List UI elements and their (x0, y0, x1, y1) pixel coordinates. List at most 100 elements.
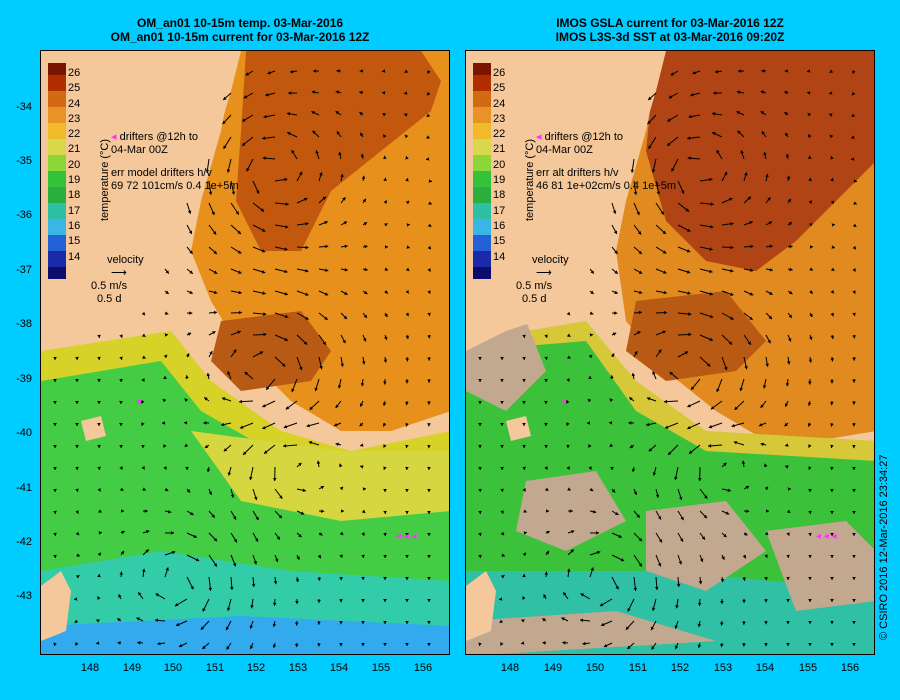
current-arrowhead (667, 142, 671, 146)
current-arrowhead (382, 402, 387, 406)
current-arrowhead (852, 91, 856, 96)
current-arrowhead (186, 489, 191, 493)
current-arrowhead (75, 466, 79, 470)
current-arrowhead (830, 444, 834, 449)
current-arrowhead (97, 356, 101, 360)
cbar-tick: 16 (493, 219, 506, 232)
current-arrowhead (852, 245, 856, 250)
current-arrowhead (75, 531, 80, 536)
current-arrowhead (75, 400, 79, 404)
current-arrowhead (522, 466, 526, 470)
current-arrowhead (118, 594, 122, 598)
current-arrowhead (710, 202, 714, 206)
current-arrowhead (185, 375, 189, 379)
current-arrowhead (427, 268, 431, 272)
current-arrowhead (299, 171, 303, 176)
x-tick-label: 149 (122, 662, 142, 674)
current-arrowhead (404, 113, 408, 117)
current-arrowhead (227, 371, 231, 375)
current-arrowhead (208, 587, 213, 591)
current-arrowhead (615, 585, 619, 590)
current-arrowhead (830, 510, 834, 514)
current-arrowhead (615, 511, 619, 515)
drifter-marker-icon: ◂ ◂ ◂ (396, 531, 417, 542)
current-arrowhead (243, 95, 248, 99)
velocity-title: velocity (107, 254, 144, 266)
current-arrowhead (343, 221, 348, 225)
current-arrowhead (830, 178, 834, 182)
current-arrowhead (164, 333, 168, 337)
current-arrowhead (428, 179, 432, 183)
current-arrowhead (306, 423, 310, 428)
current-arrowhead (544, 334, 548, 338)
current-arrowhead (427, 312, 431, 316)
current-arrowhead (734, 406, 738, 410)
current-arrowhead (340, 173, 344, 178)
current-arrowhead (764, 576, 768, 581)
current-arrowhead (665, 425, 669, 429)
left-colorbar-label: temperature (°C) (99, 138, 111, 221)
current-arrowhead (209, 351, 213, 355)
current-arrowhead (167, 509, 172, 514)
velocity-speed: 0.5 m/s (91, 280, 128, 292)
current-arrowhead (764, 621, 768, 625)
current-arrowhead (500, 466, 504, 470)
current-arrowhead (233, 538, 237, 543)
current-arrowhead (212, 231, 217, 235)
current-arrowhead (749, 221, 753, 225)
current-arrowhead (261, 249, 266, 253)
current-arrowhead (302, 488, 306, 492)
current-arrowhead (342, 197, 346, 201)
current-arrowhead (630, 169, 635, 173)
current-arrowhead (283, 444, 287, 448)
current-arrowhead (852, 532, 856, 536)
current-arrowhead (500, 531, 505, 536)
current-arrowhead (428, 201, 432, 205)
drifter-marker-icon: ◂ ◂ ◂ (816, 531, 837, 542)
current-arrowhead (610, 466, 614, 470)
current-arrowhead (710, 406, 715, 410)
current-arrowhead (272, 602, 277, 606)
current-arrowhead (427, 576, 431, 580)
current-arrowhead (830, 200, 835, 205)
current-arrowhead (786, 643, 790, 647)
current-arrowhead (784, 90, 788, 95)
current-arrowhead (566, 378, 570, 382)
current-arrowhead (185, 466, 189, 470)
current-arrowhead (747, 341, 751, 345)
velocity-time: 0.5 d (97, 293, 122, 305)
current-arrowhead (808, 621, 812, 625)
current-arrowhead (668, 95, 673, 99)
left-title-line1: OM_an01 10-15m temp. 03-Mar-2016 (136, 16, 344, 30)
current-arrowhead (784, 112, 788, 116)
current-arrowhead (121, 509, 125, 513)
current-arrowhead (638, 310, 642, 315)
cbar-tick: 17 (493, 204, 506, 217)
current-arrowhead (651, 169, 656, 173)
current-arrowhead (76, 553, 80, 557)
current-arrowhead (119, 444, 123, 448)
current-arrowhead (359, 403, 364, 407)
current-arrowhead (230, 494, 235, 498)
velocity-title: velocity (532, 254, 569, 266)
current-arrowhead (404, 91, 408, 95)
current-arrowhead (521, 641, 525, 645)
current-arrowhead (544, 378, 548, 382)
x-tick-label: 152 (246, 662, 266, 674)
current-arrowhead (427, 91, 431, 96)
current-arrowhead (360, 132, 364, 137)
current-arrowhead (189, 270, 193, 274)
x-tick-label: 150 (585, 662, 605, 674)
current-arrowhead (688, 312, 692, 316)
current-arrowhead (405, 380, 409, 384)
current-arrowhead (337, 385, 342, 389)
current-arrowhead (663, 290, 667, 295)
current-arrowhead (97, 378, 101, 382)
current-arrowhead (853, 179, 857, 183)
current-arrowhead (852, 268, 856, 272)
current-arrowhead (830, 621, 834, 625)
current-arrowhead (647, 120, 651, 125)
current-arrowhead (335, 111, 340, 115)
current-arrowhead (360, 153, 365, 158)
current-arrowhead (383, 576, 387, 580)
